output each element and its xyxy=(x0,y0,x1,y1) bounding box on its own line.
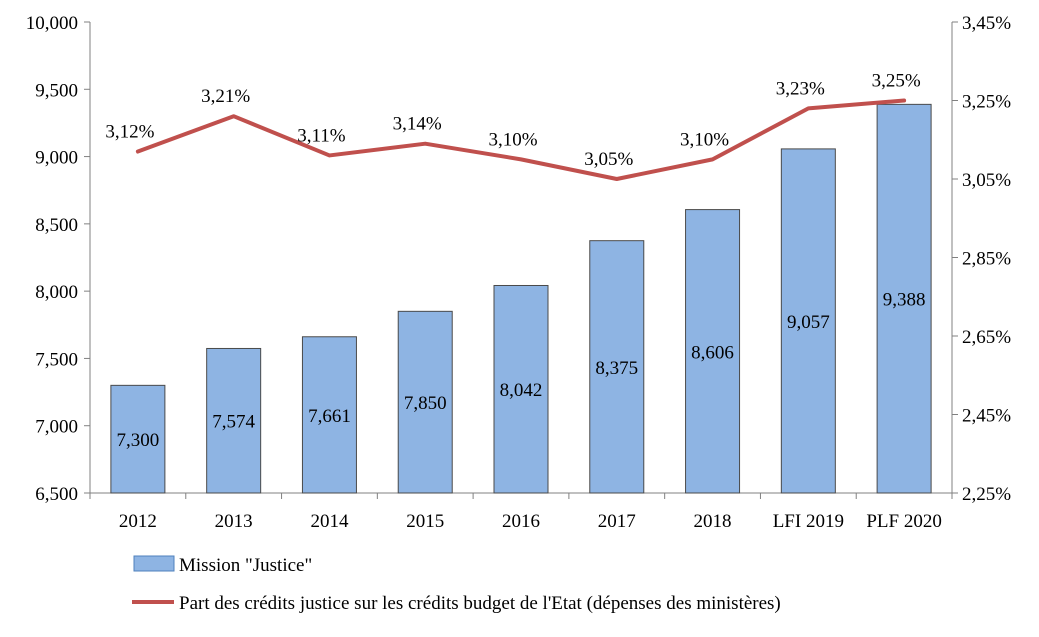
x-category-label: LFI 2019 xyxy=(773,511,844,532)
line-value-label: 3,21% xyxy=(201,86,250,107)
bar xyxy=(876,103,932,494)
bar-value-label: 7,300 xyxy=(117,430,160,451)
right-tick-label: 2,65% xyxy=(962,327,1011,348)
x-category-label: 2014 xyxy=(310,511,349,532)
line-value-label: 3,05% xyxy=(584,149,633,170)
legend-swatch-bar xyxy=(133,555,175,572)
right-tick-label: 3,05% xyxy=(962,170,1011,191)
bar-value-label: 8,606 xyxy=(691,342,734,363)
x-category-label: 2012 xyxy=(119,511,157,532)
bar xyxy=(397,310,453,494)
bar-value-label: 9,057 xyxy=(787,312,830,333)
bar-value-label: 8,042 xyxy=(500,380,543,401)
bar-value-label: 7,850 xyxy=(404,393,447,414)
axes: 6,500 7,000 7,500 8,000 8,500 9,000 9,500 10,00… xyxy=(26,13,1012,532)
right-tick-label: 3,25% xyxy=(962,92,1011,113)
right-tick-label: 2,85% xyxy=(962,249,1011,270)
right-tick-label: 3,45% xyxy=(962,13,1011,34)
right-tick-label: 2,25% xyxy=(962,484,1011,505)
legend-label-bar: Mission "Justice" xyxy=(179,555,312,576)
line-point xyxy=(520,158,522,160)
left-tick-label: 9,500 xyxy=(35,80,78,101)
data-labels: 7,300 7,574 7,661 7,850 8,042 8,375 8,606 9,057… xyxy=(105,71,925,452)
bar-value-label: 8,375 xyxy=(595,358,638,379)
line-point xyxy=(137,151,139,153)
x-category-label: 2016 xyxy=(502,511,540,532)
left-tick-label: 10,000 xyxy=(26,13,78,34)
left-tick-label: 7,500 xyxy=(35,349,78,370)
left-tick-label: 9,000 xyxy=(35,148,78,169)
left-tick-label: 7,000 xyxy=(35,417,78,438)
line-point xyxy=(233,115,235,117)
line-value-label: 3,25% xyxy=(872,71,921,92)
line-value-label: 3,11% xyxy=(297,125,346,146)
x-category-label: 2017 xyxy=(598,511,636,532)
bar xyxy=(493,284,549,494)
line-point xyxy=(712,158,714,160)
x-category-label: 2013 xyxy=(215,511,253,532)
bar xyxy=(685,209,741,494)
bar xyxy=(589,240,645,494)
left-tick-label: 6,500 xyxy=(35,484,78,505)
bar xyxy=(110,384,166,494)
line-point xyxy=(328,154,330,156)
x-category-label: 2018 xyxy=(694,511,732,532)
line-value-label: 3,14% xyxy=(393,114,442,135)
x-category-label: PLF 2020 xyxy=(866,511,942,532)
legend-label-line: Part des crédits justice sur les crédits… xyxy=(179,593,781,614)
bar xyxy=(780,148,836,494)
line-point xyxy=(807,107,809,109)
line-point xyxy=(424,143,426,145)
right-tick-label: 2,45% xyxy=(962,406,1011,427)
line-point xyxy=(616,178,618,180)
line-value-label: 3,10% xyxy=(680,129,729,150)
bar-value-label: 7,574 xyxy=(212,412,255,433)
left-tick-label: 8,000 xyxy=(35,282,78,303)
bar xyxy=(206,347,262,494)
bars xyxy=(110,103,932,494)
line-series xyxy=(135,98,907,181)
left-tick-label: 8,500 xyxy=(35,215,78,236)
bar-value-label: 9,388 xyxy=(883,290,926,311)
x-category-label: 2015 xyxy=(406,511,444,532)
legend: Mission "Justice" Part des crédits justi… xyxy=(132,555,781,614)
line-value-label: 3,10% xyxy=(488,129,537,150)
bar xyxy=(301,336,357,494)
line-value-label: 3,23% xyxy=(776,78,825,99)
line-point xyxy=(903,100,905,101)
bar-value-label: 7,661 xyxy=(308,406,351,427)
line-value-label: 3,12% xyxy=(105,122,154,143)
